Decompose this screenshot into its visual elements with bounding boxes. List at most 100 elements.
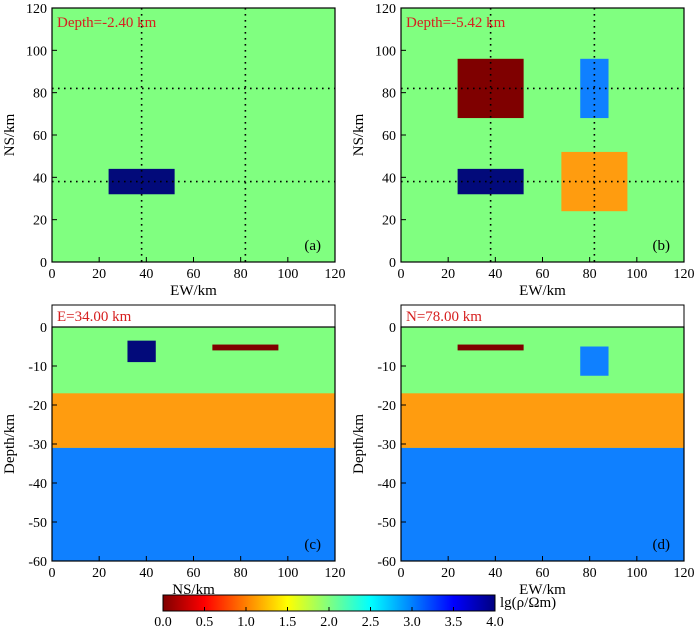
y-tick-label: -30 — [28, 438, 47, 453]
x-tick-label: 0 — [398, 566, 405, 581]
x-tick-label: 120 — [674, 267, 695, 282]
colorbar-tick-label: 1.5 — [279, 615, 297, 630]
y-tick-label: 40 — [33, 171, 47, 186]
colorbar-tick-label: 2.5 — [362, 615, 380, 630]
y-tick-label: 40 — [382, 171, 396, 186]
x-tick-label: 80 — [583, 566, 597, 581]
x-tick-label: 20 — [441, 566, 455, 581]
panel-c: 0 20 40 60 80 100 120 0 -10 -20 -30 -40 -50 -60 NS/km D… — [2, 304, 346, 598]
x-tick-label: 100 — [277, 267, 298, 282]
panel-d: 0 20 40 60 80 100 120 0 -10 -20 -30 -40 -50 -60 EW/km D… — [351, 304, 695, 598]
colorbar: 0.0 0.5 1.0 1.5 2.0 2.5 3.0 3.5 4.0 lg(ρ/Ωm) — [154, 594, 556, 630]
x-tick-label: 80 — [234, 566, 248, 581]
y-axis-label: Depth/km — [351, 414, 367, 474]
colorbar-tick-label: 0.0 — [154, 615, 172, 630]
x-axis-label: EW/km — [519, 283, 566, 299]
x-tick-label: 80 — [583, 267, 597, 282]
y-tick-label: -40 — [28, 477, 47, 492]
panel-label: (b) — [653, 238, 671, 254]
y-tick-label: 100 — [375, 44, 396, 59]
y-tick-label: -60 — [28, 555, 47, 570]
x-tick-label: 60 — [536, 267, 550, 282]
x-axis-label: NS/km — [172, 582, 215, 598]
x-tick-label: 20 — [92, 267, 106, 282]
y-tick-label: 0 — [389, 321, 396, 336]
panel-title: Depth=-2.40 km — [57, 15, 157, 31]
x-tick-label: 120 — [674, 566, 695, 581]
y-tick-label: -40 — [377, 477, 396, 492]
x-tick-label: 60 — [187, 267, 201, 282]
x-tick-label: 120 — [325, 267, 346, 282]
y-tick-label: 120 — [26, 2, 47, 17]
panel-label: (c) — [304, 537, 321, 553]
darkred-block — [457, 344, 524, 351]
y-tick-label: 120 — [375, 2, 396, 17]
panel-label: (d) — [653, 537, 671, 553]
blue-block — [108, 168, 175, 195]
blue-layer — [52, 447, 335, 561]
orange-layer — [401, 393, 684, 448]
y-tick-label: -50 — [28, 516, 47, 531]
x-axis-label: EW/km — [519, 582, 566, 598]
panel-background — [401, 8, 684, 262]
y-axis-label: NS/km — [2, 113, 18, 156]
x-tick-label: 60 — [187, 566, 201, 581]
panel-background — [52, 8, 335, 262]
colorbar-tick-label: 1.0 — [237, 615, 255, 630]
x-tick-label: 120 — [325, 566, 346, 581]
x-tick-label: 80 — [234, 267, 248, 282]
x-tick-label: 60 — [536, 566, 550, 581]
colorbar-tick-label: 4.0 — [486, 615, 504, 630]
y-tick-label: 60 — [33, 129, 47, 144]
x-tick-label: 20 — [92, 566, 106, 581]
y-tick-label: -60 — [377, 555, 396, 570]
x-tick-label: 0 — [398, 267, 405, 282]
x-tick-label: 100 — [626, 267, 647, 282]
y-tick-label: -20 — [28, 399, 47, 414]
y-tick-label: 20 — [382, 214, 396, 229]
panel-title: Depth=-5.42 km — [406, 15, 506, 31]
x-tick-label: 0 — [49, 267, 56, 282]
x-tick-label: 40 — [488, 267, 502, 282]
lightblue-block — [580, 346, 609, 376]
colorbar-label: lg(ρ/Ωm) — [500, 595, 556, 611]
x-tick-label: 40 — [488, 566, 502, 581]
y-tick-label: 100 — [26, 44, 47, 59]
y-tick-label: 80 — [33, 87, 47, 102]
x-tick-label: 100 — [277, 566, 298, 581]
panel-b: 0 20 40 60 80 100 120 0 20 40 60 80 100 120 EW/km NS/km… — [351, 2, 695, 299]
x-tick-label: 20 — [441, 267, 455, 282]
x-tick-label: 40 — [139, 267, 153, 282]
navy-block — [127, 340, 156, 363]
panel-a: 0 20 40 60 80 100 120 0 20 40 60 80 100 120 EW/km NS/km… — [2, 2, 346, 299]
colorbar-tick-label: 0.5 — [196, 615, 214, 630]
y-tick-label: -10 — [377, 360, 396, 375]
y-tick-label: 20 — [33, 214, 47, 229]
y-axis-label: NS/km — [351, 113, 367, 156]
y-tick-label: -30 — [377, 438, 396, 453]
panel-title: E=34.00 km — [57, 309, 132, 325]
blue-layer — [401, 447, 684, 561]
y-axis-label: Depth/km — [2, 414, 18, 474]
y-tick-label: 0 — [389, 256, 396, 271]
colorbar-tick-label: 3.0 — [403, 615, 421, 630]
orange-layer — [52, 393, 335, 448]
x-tick-label: 40 — [139, 566, 153, 581]
y-tick-label: -50 — [377, 516, 396, 531]
y-tick-label: 0 — [40, 321, 47, 336]
x-tick-label: 100 — [626, 566, 647, 581]
y-tick-label: -20 — [377, 399, 396, 414]
panel-title: N=78.00 km — [406, 309, 482, 325]
x-tick-label: 0 — [49, 566, 56, 581]
y-tick-label: 80 — [382, 87, 396, 102]
navy-block — [457, 168, 524, 195]
panel-label: (a) — [304, 238, 321, 254]
y-tick-label: 60 — [382, 129, 396, 144]
y-tick-label: 0 — [40, 256, 47, 271]
colorbar-tick-label: 3.5 — [445, 615, 463, 630]
x-axis-label: EW/km — [170, 283, 217, 299]
darkred-block — [212, 344, 279, 351]
y-tick-label: -10 — [28, 360, 47, 375]
colorbar-tick-label: 2.0 — [320, 615, 338, 630]
